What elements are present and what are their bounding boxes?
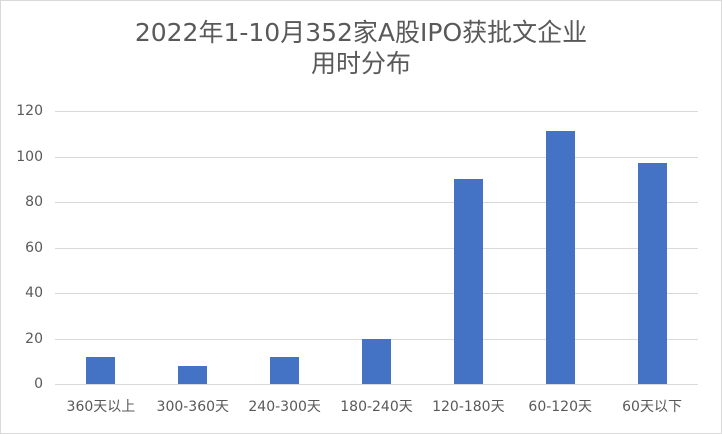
- gridline: [55, 384, 698, 385]
- bar: [453, 179, 483, 384]
- plot-area: [55, 111, 698, 385]
- bar: [545, 131, 575, 384]
- bar: [86, 356, 116, 384]
- chart-title-line2: 用时分布: [310, 49, 411, 78]
- y-tick-label: 40: [25, 285, 43, 301]
- gridline: [55, 111, 698, 112]
- y-tick-label: 0: [34, 376, 43, 392]
- gridline: [55, 156, 698, 158]
- bar: [637, 163, 667, 384]
- bar: [362, 338, 391, 384]
- x-tick-label: 180-240天: [340, 399, 413, 415]
- bar: [178, 365, 208, 384]
- x-tick-label: 360天以上: [66, 399, 136, 415]
- chart-title-line1: 2022年1-10月352家A股IPO获批文企业: [134, 18, 588, 47]
- y-tick-label: 120: [16, 103, 43, 119]
- x-tick-label: 300-360天: [156, 399, 230, 415]
- x-tick-label: 240-300天: [248, 399, 321, 415]
- y-tick-label: 80: [25, 194, 43, 210]
- gridline: [55, 293, 698, 294]
- y-tick-label: 20: [25, 330, 43, 347]
- bar: [270, 356, 300, 384]
- y-tick-label: 100: [16, 148, 43, 165]
- x-tick-label: 120-180天: [432, 399, 505, 415]
- gridline: [55, 247, 698, 249]
- x-tick-label: 60天以下: [622, 399, 682, 415]
- x-tick-label: 60-120天: [528, 399, 592, 415]
- gridline: [55, 202, 698, 203]
- y-tick-label: 60: [25, 239, 43, 256]
- chart-title: 2022年1-10月352家A股IPO获批文企业 用时分布: [0, 17, 722, 79]
